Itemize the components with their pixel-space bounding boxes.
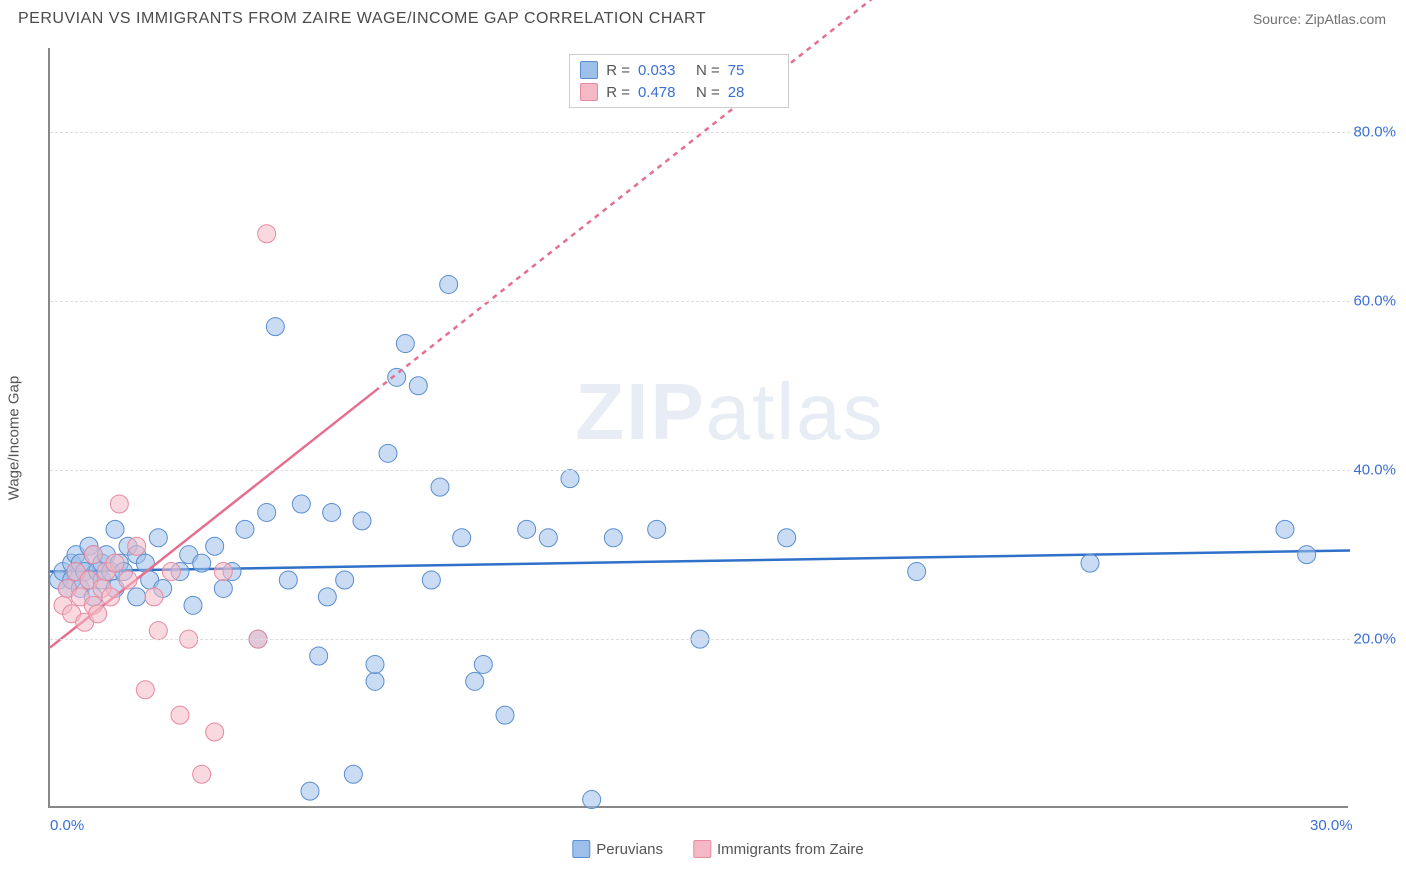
stats-r-value: 0.033 xyxy=(638,62,688,79)
data-point xyxy=(453,529,471,547)
data-point xyxy=(136,554,154,572)
trend-line xyxy=(50,550,1350,571)
source-attribution: Source: ZipAtlas.com xyxy=(1253,11,1386,27)
data-point xyxy=(908,563,926,581)
data-point xyxy=(353,512,371,530)
y-tick-label: 60.0% xyxy=(1353,293,1396,310)
gridline xyxy=(50,132,1350,133)
x-tick-label: 0.0% xyxy=(50,817,84,834)
data-point xyxy=(214,563,232,581)
stats-n-value: 75 xyxy=(728,62,778,79)
data-point xyxy=(561,470,579,488)
stats-r-label: R = xyxy=(606,84,630,101)
gridline xyxy=(50,639,1350,640)
data-point xyxy=(184,596,202,614)
data-point xyxy=(292,495,310,513)
data-point xyxy=(206,537,224,555)
chart-title: PERUVIAN VS IMMIGRANTS FROM ZAIRE WAGE/I… xyxy=(18,10,706,28)
data-point xyxy=(583,791,601,809)
data-point xyxy=(258,225,276,243)
data-point xyxy=(106,520,124,538)
data-point xyxy=(604,529,622,547)
gridline xyxy=(50,301,1350,302)
stats-n-value: 28 xyxy=(728,84,778,101)
data-point xyxy=(193,554,211,572)
gridline xyxy=(50,470,1350,471)
stats-n-label: N = xyxy=(696,62,720,79)
data-point xyxy=(778,529,796,547)
data-point xyxy=(474,655,492,673)
legend-item: Immigrants from Zaire xyxy=(693,840,864,858)
data-point xyxy=(496,706,514,724)
data-point xyxy=(1298,546,1316,564)
legend-item: Peruvians xyxy=(572,840,663,858)
data-point xyxy=(84,546,102,564)
data-point xyxy=(648,520,666,538)
data-point xyxy=(236,520,254,538)
stats-n-label: N = xyxy=(696,84,720,101)
data-point xyxy=(149,622,167,640)
data-point xyxy=(266,318,284,336)
data-point xyxy=(388,368,406,386)
data-point xyxy=(279,571,297,589)
stats-r-value: 0.478 xyxy=(638,84,688,101)
data-point xyxy=(366,655,384,673)
legend-swatch-icon xyxy=(693,840,711,858)
data-point xyxy=(1276,520,1294,538)
legend-swatch-icon xyxy=(580,61,598,79)
data-point xyxy=(119,571,137,589)
x-tick-label: 30.0% xyxy=(1310,817,1353,834)
plot-area: ZIPatlas R =0.033N =75R =0.478N =28 20.0… xyxy=(48,48,1348,808)
data-point xyxy=(440,275,458,293)
data-point xyxy=(214,579,232,597)
data-point xyxy=(431,478,449,496)
stats-legend: R = 0.033 N = 75 R = 0.478 N = 28 xyxy=(569,54,789,108)
data-point xyxy=(379,444,397,462)
stats-row: R = 0.033 N = 75 xyxy=(580,59,778,81)
data-point xyxy=(102,588,120,606)
data-point xyxy=(106,554,124,572)
scatter-svg xyxy=(50,48,1350,808)
data-point xyxy=(396,335,414,353)
legend-label: Immigrants from Zaire xyxy=(717,841,864,858)
data-point xyxy=(318,588,336,606)
bottom-legend: Peruvians Immigrants from Zaire xyxy=(572,840,863,858)
data-point xyxy=(171,706,189,724)
stats-r-label: R = xyxy=(606,62,630,79)
y-axis-label: Wage/Income Gap xyxy=(6,376,23,501)
data-point xyxy=(344,765,362,783)
data-point xyxy=(539,529,557,547)
legend-label: Peruvians xyxy=(596,841,663,858)
stats-row: R = 0.478 N = 28 xyxy=(580,81,778,103)
data-point xyxy=(162,563,180,581)
data-point xyxy=(409,377,427,395)
data-point xyxy=(128,588,146,606)
data-point xyxy=(89,605,107,623)
data-point xyxy=(258,503,276,521)
data-point xyxy=(310,647,328,665)
data-point xyxy=(193,765,211,783)
legend-swatch-icon xyxy=(580,83,598,101)
data-point xyxy=(518,520,536,538)
y-tick-label: 80.0% xyxy=(1353,124,1396,141)
data-point xyxy=(323,503,341,521)
data-point xyxy=(206,723,224,741)
data-point xyxy=(110,495,128,513)
y-tick-label: 40.0% xyxy=(1353,462,1396,479)
legend-swatch-icon xyxy=(572,840,590,858)
data-point xyxy=(422,571,440,589)
data-point xyxy=(149,529,167,547)
data-point xyxy=(1081,554,1099,572)
data-point xyxy=(466,672,484,690)
y-tick-label: 20.0% xyxy=(1353,631,1396,648)
data-point xyxy=(301,782,319,800)
data-point xyxy=(128,537,146,555)
chart-container: Wage/Income Gap ZIPatlas R =0.033N =75R … xyxy=(48,48,1388,828)
data-point xyxy=(145,588,163,606)
data-point xyxy=(136,681,154,699)
data-point xyxy=(336,571,354,589)
data-point xyxy=(366,672,384,690)
